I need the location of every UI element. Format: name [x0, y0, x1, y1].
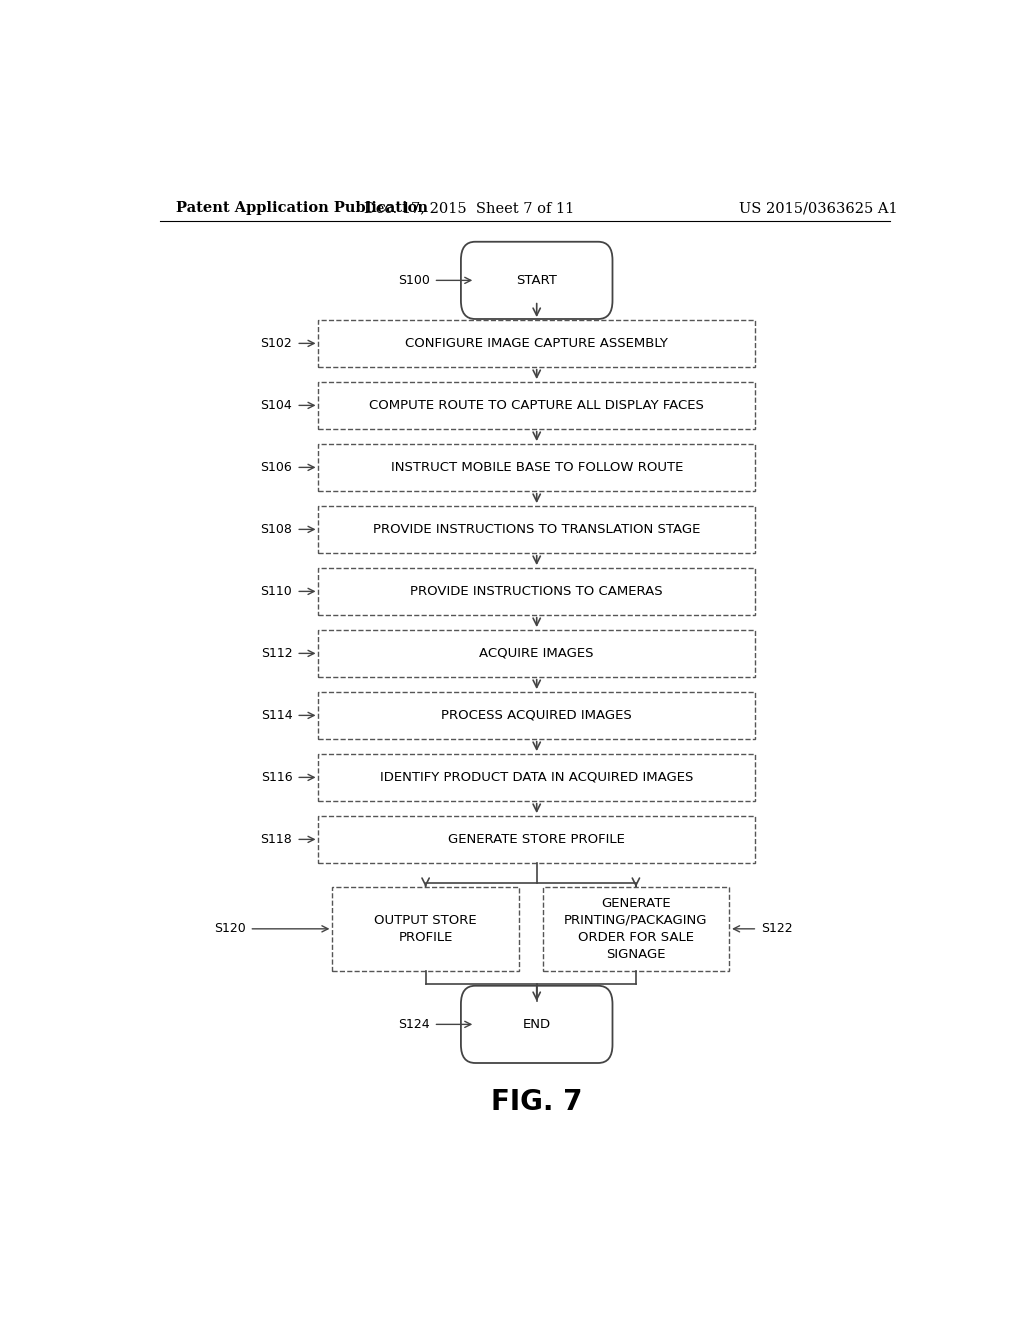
Bar: [318, 319, 755, 367]
Text: OUTPUT STORE
PROFILE: OUTPUT STORE PROFILE: [375, 913, 477, 944]
Text: PROVIDE INSTRUCTIONS TO TRANSLATION STAGE: PROVIDE INSTRUCTIONS TO TRANSLATION STAG…: [373, 523, 700, 536]
Text: S102: S102: [260, 337, 292, 350]
Text: GENERATE STORE PROFILE: GENERATE STORE PROFILE: [449, 833, 625, 846]
FancyBboxPatch shape: [461, 242, 612, 319]
Text: S106: S106: [260, 461, 292, 474]
Bar: [318, 816, 755, 863]
Text: CONFIGURE IMAGE CAPTURE ASSEMBLY: CONFIGURE IMAGE CAPTURE ASSEMBLY: [406, 337, 668, 350]
Bar: [318, 568, 755, 615]
Text: PROCESS ACQUIRED IMAGES: PROCESS ACQUIRED IMAGES: [441, 709, 632, 722]
FancyBboxPatch shape: [461, 986, 612, 1063]
Text: S120: S120: [214, 923, 246, 936]
Text: S108: S108: [260, 523, 292, 536]
Text: INSTRUCT MOBILE BASE TO FOLLOW ROUTE: INSTRUCT MOBILE BASE TO FOLLOW ROUTE: [390, 461, 683, 474]
Text: Dec. 17, 2015  Sheet 7 of 11: Dec. 17, 2015 Sheet 7 of 11: [365, 201, 574, 215]
Text: S124: S124: [398, 1018, 430, 1031]
Text: IDENTIFY PRODUCT DATA IN ACQUIRED IMAGES: IDENTIFY PRODUCT DATA IN ACQUIRED IMAGES: [380, 771, 693, 784]
Text: S100: S100: [397, 273, 430, 286]
Text: FIG. 7: FIG. 7: [490, 1088, 583, 1115]
Text: S104: S104: [260, 399, 292, 412]
Bar: [318, 381, 755, 429]
Text: Patent Application Publication: Patent Application Publication: [176, 201, 428, 215]
Text: END: END: [522, 1018, 551, 1031]
Text: S118: S118: [260, 833, 292, 846]
Bar: [318, 754, 755, 801]
Text: S116: S116: [261, 771, 292, 784]
Bar: [318, 506, 755, 553]
Text: GENERATE
PRINTING/PACKAGING
ORDER FOR SALE
SIGNAGE: GENERATE PRINTING/PACKAGING ORDER FOR SA…: [564, 896, 708, 961]
Bar: [543, 887, 729, 970]
Text: PROVIDE INSTRUCTIONS TO CAMERAS: PROVIDE INSTRUCTIONS TO CAMERAS: [411, 585, 663, 598]
Text: ACQUIRE IMAGES: ACQUIRE IMAGES: [479, 647, 594, 660]
Bar: [318, 444, 755, 491]
Text: S112: S112: [261, 647, 292, 660]
Text: US 2015/0363625 A1: US 2015/0363625 A1: [739, 201, 898, 215]
Bar: [318, 630, 755, 677]
Text: S110: S110: [260, 585, 292, 598]
Text: S122: S122: [761, 923, 793, 936]
Bar: [318, 692, 755, 739]
Text: S114: S114: [261, 709, 292, 722]
Text: COMPUTE ROUTE TO CAPTURE ALL DISPLAY FACES: COMPUTE ROUTE TO CAPTURE ALL DISPLAY FAC…: [370, 399, 705, 412]
Bar: [333, 887, 519, 970]
Text: START: START: [516, 273, 557, 286]
